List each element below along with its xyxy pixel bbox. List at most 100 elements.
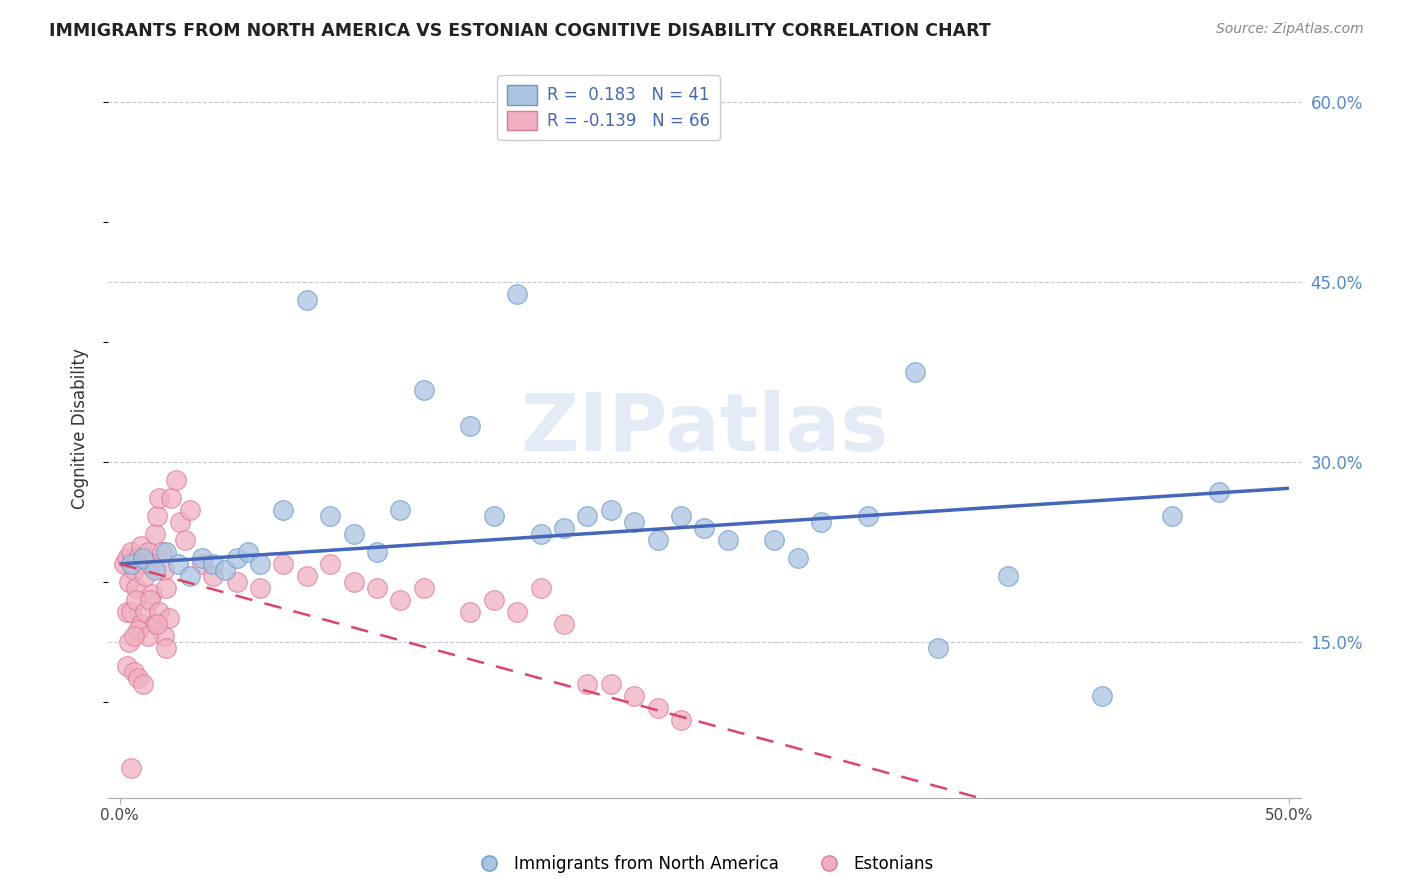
Point <box>997 569 1019 583</box>
Point <box>167 557 190 571</box>
Point <box>412 383 434 397</box>
Point <box>319 557 342 571</box>
Point <box>174 533 197 547</box>
Legend: R =  0.183   N = 41, R = -0.139   N = 66: R = 0.183 N = 41, R = -0.139 N = 66 <box>498 75 720 140</box>
Point <box>122 629 145 643</box>
Point <box>139 557 162 571</box>
Text: ZIPatlas: ZIPatlas <box>520 390 889 467</box>
Point <box>143 563 166 577</box>
Point <box>132 677 155 691</box>
Point <box>927 640 949 655</box>
Point <box>647 533 669 547</box>
Point <box>202 557 225 571</box>
Point <box>179 569 201 583</box>
Point <box>506 605 529 619</box>
Point <box>127 623 149 637</box>
Point <box>139 593 162 607</box>
Point <box>153 629 176 643</box>
Point <box>148 605 170 619</box>
Point <box>647 701 669 715</box>
Point <box>763 533 786 547</box>
Point <box>669 508 692 523</box>
Point <box>1091 689 1114 703</box>
Point <box>202 569 225 583</box>
Point <box>129 617 152 632</box>
Point <box>136 629 159 643</box>
Point <box>506 286 529 301</box>
Point <box>366 581 388 595</box>
Point <box>273 557 295 571</box>
Point <box>132 550 155 565</box>
Point <box>273 503 295 517</box>
Point <box>125 581 148 595</box>
Point <box>150 545 173 559</box>
Point <box>225 550 247 565</box>
Point <box>238 545 260 559</box>
Point <box>214 563 236 577</box>
Point <box>132 557 155 571</box>
Text: IMMIGRANTS FROM NORTH AMERICA VS ESTONIAN COGNITIVE DISABILITY CORRELATION CHART: IMMIGRANTS FROM NORTH AMERICA VS ESTONIA… <box>49 22 991 40</box>
Legend: Immigrants from North America, Estonians: Immigrants from North America, Estonians <box>465 848 941 880</box>
Point <box>482 508 505 523</box>
Point <box>717 533 740 547</box>
Point <box>169 515 191 529</box>
Point <box>810 515 832 529</box>
Point <box>1208 484 1230 499</box>
Point <box>155 581 177 595</box>
Point <box>134 569 156 583</box>
Point <box>143 527 166 541</box>
Point <box>576 508 599 523</box>
Point <box>599 677 621 691</box>
Point <box>342 527 364 541</box>
Point <box>856 508 879 523</box>
Point <box>112 557 135 571</box>
Point <box>530 527 553 541</box>
Point <box>553 617 575 632</box>
Point <box>249 581 271 595</box>
Point <box>412 581 434 595</box>
Point <box>389 503 412 517</box>
Point <box>366 545 388 559</box>
Point <box>146 617 169 632</box>
Point <box>127 671 149 685</box>
Point <box>295 569 318 583</box>
Point <box>136 545 159 559</box>
Point <box>153 563 176 577</box>
Point <box>143 617 166 632</box>
Point <box>165 473 187 487</box>
Point <box>122 665 145 679</box>
Point <box>141 587 163 601</box>
Point <box>786 550 808 565</box>
Point <box>122 563 145 577</box>
Point <box>118 635 141 649</box>
Point <box>693 521 716 535</box>
Point <box>129 539 152 553</box>
Point <box>553 521 575 535</box>
Point <box>115 605 138 619</box>
Point <box>146 508 169 523</box>
Point <box>225 574 247 589</box>
Point <box>115 659 138 673</box>
Point <box>530 581 553 595</box>
Point <box>460 605 482 619</box>
Point <box>120 761 142 775</box>
Point <box>120 605 142 619</box>
Point <box>1161 508 1184 523</box>
Point <box>599 503 621 517</box>
Point <box>576 677 599 691</box>
Point <box>190 557 212 571</box>
Point <box>295 293 318 307</box>
Point <box>389 593 412 607</box>
Point <box>155 640 177 655</box>
Point <box>460 418 482 433</box>
Point <box>904 365 927 379</box>
Point <box>155 545 177 559</box>
Point <box>160 491 183 505</box>
Point <box>179 503 201 517</box>
Point <box>120 557 142 571</box>
Point <box>157 611 180 625</box>
Point <box>148 491 170 505</box>
Point <box>623 515 645 529</box>
Text: Source: ZipAtlas.com: Source: ZipAtlas.com <box>1216 22 1364 37</box>
Point <box>120 545 142 559</box>
